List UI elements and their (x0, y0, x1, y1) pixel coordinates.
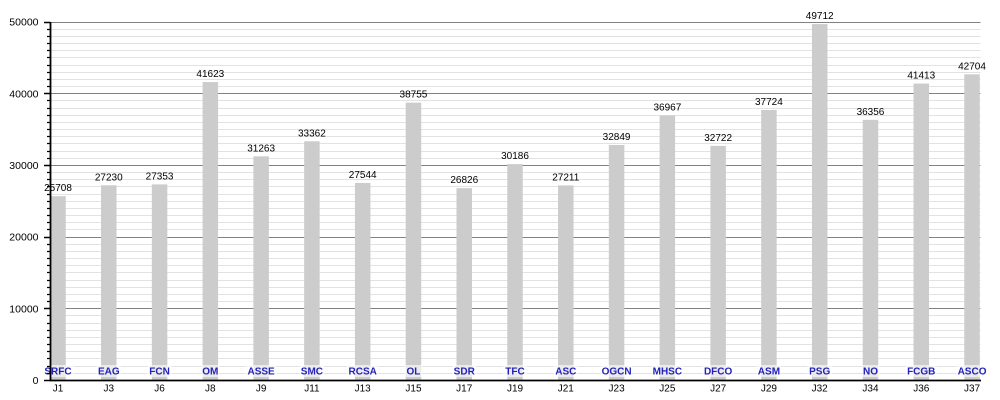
svg-text:J29: J29 (761, 384, 778, 395)
svg-text:J19: J19 (507, 384, 524, 395)
svg-text:37724: 37724 (755, 97, 783, 108)
svg-text:J17: J17 (456, 384, 473, 395)
svg-text:0: 0 (33, 375, 39, 387)
svg-text:OM: OM (202, 367, 218, 378)
svg-text:RCSA: RCSA (349, 367, 377, 378)
svg-text:27544: 27544 (349, 170, 377, 181)
svg-text:41623: 41623 (196, 69, 224, 80)
svg-text:10000: 10000 (9, 303, 38, 315)
svg-text:MHSC: MHSC (653, 367, 682, 378)
svg-text:27211: 27211 (552, 172, 580, 183)
svg-text:49712: 49712 (806, 11, 834, 22)
svg-text:J1: J1 (53, 384, 64, 395)
svg-text:J8: J8 (205, 384, 216, 395)
svg-text:50000: 50000 (9, 17, 38, 29)
svg-text:32722: 32722 (704, 133, 732, 144)
svg-text:TFC: TFC (505, 367, 524, 378)
svg-text:OL: OL (407, 367, 421, 378)
svg-text:ASCO: ASCO (958, 367, 987, 378)
svg-text:SDR: SDR (454, 367, 476, 378)
svg-text:30186: 30186 (501, 151, 529, 162)
svg-text:32849: 32849 (603, 132, 631, 143)
svg-text:OGCN: OGCN (602, 367, 632, 378)
svg-text:30000: 30000 (9, 160, 38, 172)
svg-text:FCGB: FCGB (907, 367, 935, 378)
svg-text:J3: J3 (103, 384, 114, 395)
svg-text:ASSE: ASSE (248, 367, 276, 378)
svg-text:20000: 20000 (9, 232, 38, 244)
svg-text:SRFC: SRFC (44, 367, 71, 378)
svg-text:DFCO: DFCO (704, 367, 733, 378)
svg-text:J23: J23 (609, 384, 626, 395)
svg-text:33362: 33362 (298, 128, 326, 139)
svg-text:EAG: EAG (98, 367, 120, 378)
svg-text:27353: 27353 (146, 171, 174, 182)
svg-text:25708: 25708 (44, 183, 72, 194)
svg-text:40000: 40000 (9, 88, 38, 100)
svg-text:38755: 38755 (400, 90, 428, 101)
svg-text:31263: 31263 (247, 143, 275, 154)
svg-text:27230: 27230 (95, 172, 123, 183)
svg-text:SMC: SMC (301, 367, 323, 378)
svg-text:J11: J11 (304, 384, 320, 395)
svg-text:NO: NO (863, 367, 878, 378)
svg-text:FCN: FCN (149, 367, 170, 378)
svg-text:J32: J32 (812, 384, 829, 395)
svg-text:PSG: PSG (809, 367, 830, 378)
svg-text:J37: J37 (964, 384, 981, 395)
svg-text:41413: 41413 (907, 71, 935, 82)
svg-text:J25: J25 (659, 384, 676, 395)
svg-text:J36: J36 (913, 384, 930, 395)
svg-text:J15: J15 (405, 384, 422, 395)
svg-text:J6: J6 (154, 384, 165, 395)
svg-text:26826: 26826 (450, 175, 478, 186)
svg-text:J21: J21 (558, 384, 575, 395)
svg-text:ASM: ASM (758, 367, 780, 378)
svg-text:J9: J9 (256, 384, 267, 395)
svg-text:36356: 36356 (857, 107, 885, 118)
svg-text:J27: J27 (710, 384, 727, 395)
svg-text:36967: 36967 (653, 102, 681, 113)
svg-text:J13: J13 (355, 384, 372, 395)
svg-text:ASC: ASC (555, 367, 576, 378)
svg-text:42704: 42704 (958, 61, 986, 72)
svg-text:J34: J34 (862, 384, 879, 395)
